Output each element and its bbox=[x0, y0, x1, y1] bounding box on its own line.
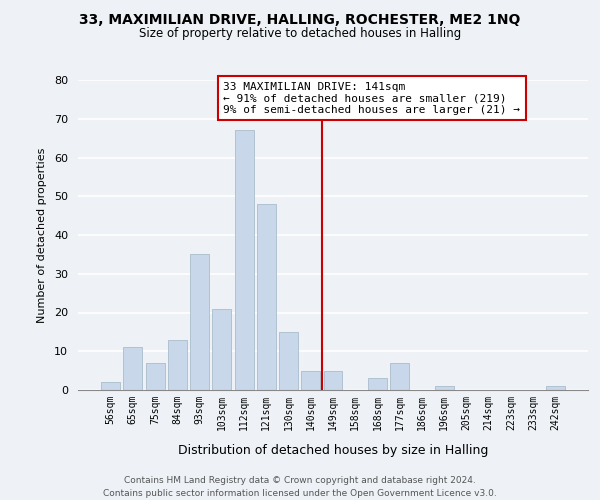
Bar bbox=[124, 348, 142, 390]
Bar bbox=[368, 378, 387, 390]
Bar bbox=[323, 370, 343, 390]
Bar bbox=[190, 254, 209, 390]
Bar bbox=[435, 386, 454, 390]
Bar bbox=[101, 382, 120, 390]
Bar bbox=[301, 370, 320, 390]
Y-axis label: Number of detached properties: Number of detached properties bbox=[37, 148, 47, 322]
Bar bbox=[546, 386, 565, 390]
Bar bbox=[168, 340, 187, 390]
Bar bbox=[390, 363, 409, 390]
Bar bbox=[279, 332, 298, 390]
X-axis label: Distribution of detached houses by size in Halling: Distribution of detached houses by size … bbox=[178, 444, 488, 457]
Text: 33, MAXIMILIAN DRIVE, HALLING, ROCHESTER, ME2 1NQ: 33, MAXIMILIAN DRIVE, HALLING, ROCHESTER… bbox=[79, 12, 521, 26]
Bar bbox=[146, 363, 164, 390]
Text: 33 MAXIMILIAN DRIVE: 141sqm
← 91% of detached houses are smaller (219)
9% of sem: 33 MAXIMILIAN DRIVE: 141sqm ← 91% of det… bbox=[223, 82, 520, 115]
Text: Contains HM Land Registry data © Crown copyright and database right 2024.
Contai: Contains HM Land Registry data © Crown c… bbox=[103, 476, 497, 498]
Bar bbox=[257, 204, 276, 390]
Bar bbox=[212, 308, 231, 390]
Text: Size of property relative to detached houses in Halling: Size of property relative to detached ho… bbox=[139, 28, 461, 40]
Bar bbox=[235, 130, 254, 390]
